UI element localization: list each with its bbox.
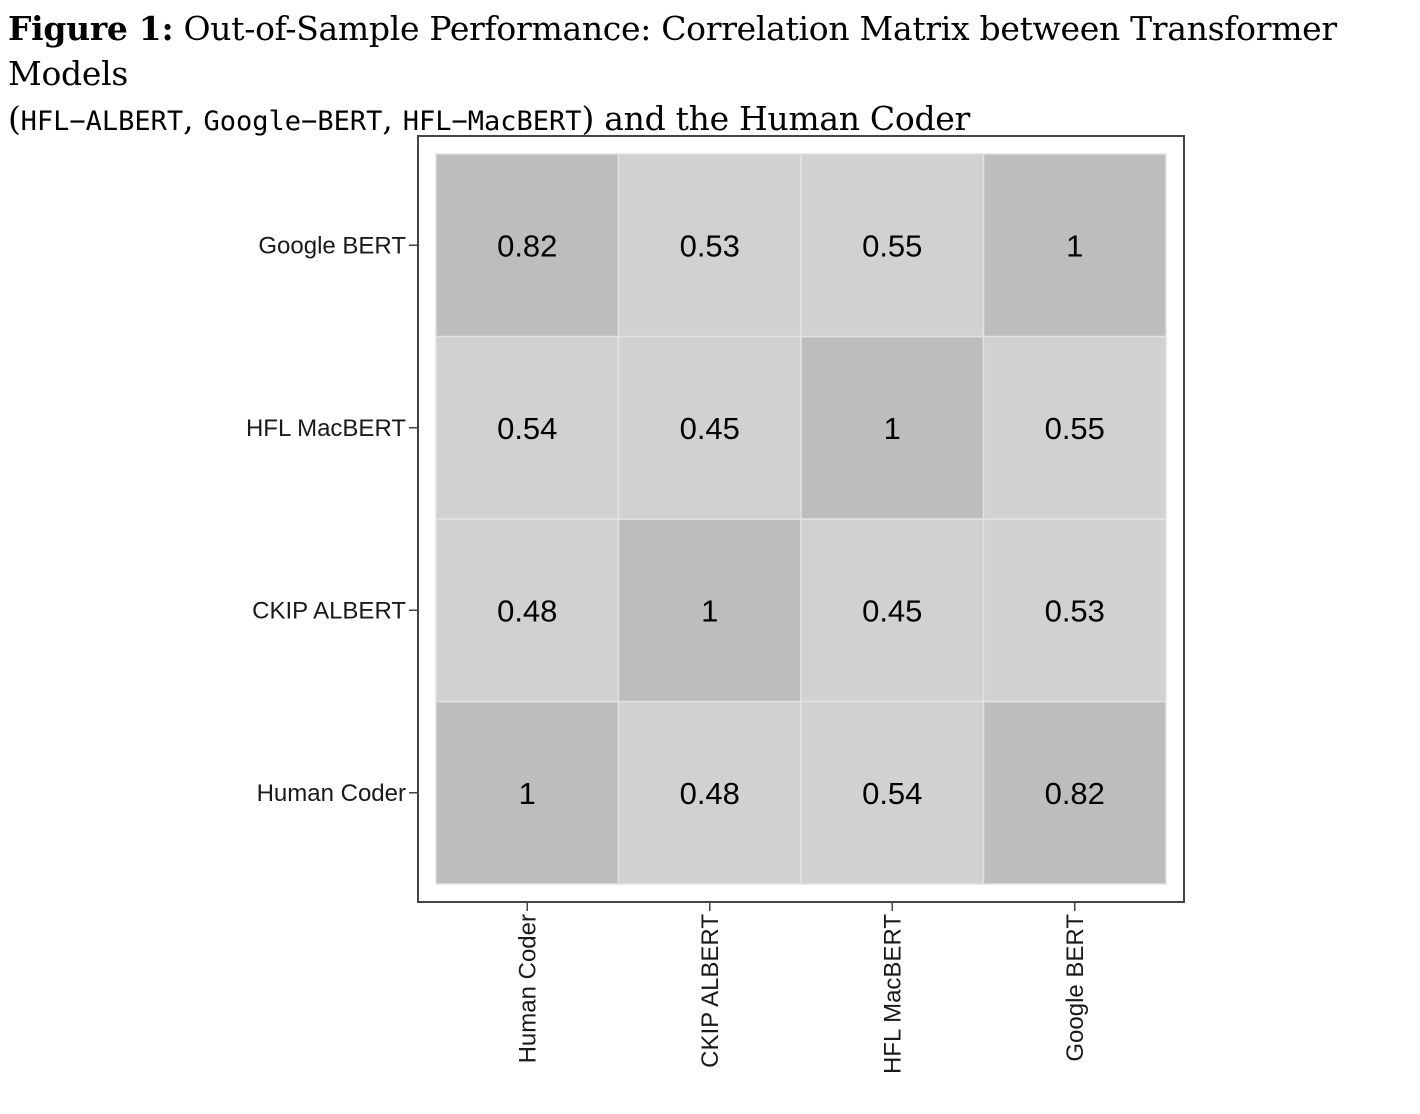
heatmap-cell-ckip-albert-ckip-albert bbox=[617, 518, 802, 703]
cell-value-label-google-bert-google-bert: 1 bbox=[1066, 228, 1083, 263]
heatmap-cell-human-coder-human-coder bbox=[435, 700, 620, 885]
cell-value-label-hfl-macbert-human-coder: 0.54 bbox=[497, 411, 557, 446]
y-tick-label-human-coder: Human Coder bbox=[257, 780, 406, 807]
caption-paren-open: ( bbox=[8, 99, 21, 138]
heatmap-cell-ckip-albert-human-coder bbox=[435, 518, 620, 703]
cell-value-label-human-coder-hfl-macbert: 0.54 bbox=[862, 776, 922, 811]
cell-value-label-google-bert-ckip-albert: 0.53 bbox=[680, 228, 740, 263]
x-axis: Human Coder CKIP ALBERT HFL MacBERT Google … bbox=[514, 902, 1089, 1074]
caption-separator-1: , bbox=[183, 99, 204, 138]
cell-value-label-hfl-macbert-ckip-albert: 0.45 bbox=[680, 411, 740, 446]
cell-value-label-ckip-albert-human-coder: 0.48 bbox=[497, 593, 557, 628]
x-tick-label-ckip-albert: CKIP ALBERT bbox=[697, 914, 724, 1068]
x-tick-label-google-bert: Google BERT bbox=[1062, 914, 1089, 1062]
caption-model-hfl-macbert: HFL−MacBERT bbox=[402, 106, 582, 137]
cell-value-label-human-coder-ckip-albert: 0.48 bbox=[680, 776, 740, 811]
cell-value-label-hfl-macbert-google-bert: 0.55 bbox=[1045, 411, 1105, 446]
heatmap-cells: 1 0.48 0.54 0.82 0.48 1 0.45 0.53 0.54 0.45 1 0.55 0… bbox=[435, 153, 1167, 885]
cell-value-label-hfl-macbert-hfl-macbert: 1 bbox=[884, 411, 901, 446]
caption-model-hfl-albert: HFL−ALBERT bbox=[20, 106, 184, 137]
figure-label: Figure 1: bbox=[8, 9, 174, 48]
cell-value-label-human-coder-google-bert: 0.82 bbox=[1045, 776, 1105, 811]
heatmap-cell-hfl-macbert-google-bert bbox=[982, 335, 1167, 520]
cell-value-label-ckip-albert-hfl-macbert: 0.45 bbox=[862, 593, 922, 628]
heatmap-cell-google-bert-human-coder bbox=[435, 153, 620, 338]
heatmap-cell-ckip-albert-hfl-macbert bbox=[800, 518, 985, 703]
heatmap-cell-ckip-albert-google-bert bbox=[982, 518, 1167, 703]
y-tick-label-google-bert: Google BERT bbox=[258, 232, 406, 259]
y-tick-label-ckip-albert: CKIP ALBERT bbox=[252, 597, 406, 624]
x-tick-label-hfl-macbert: HFL MacBERT bbox=[879, 914, 906, 1074]
heatmap-cell-human-coder-ckip-albert bbox=[617, 700, 802, 885]
heatmap-cell-hfl-macbert-human-coder bbox=[435, 335, 620, 520]
figure-caption: Figure 1: Out-of-Sample Performance: Cor… bbox=[8, 6, 1413, 144]
x-tick-label-human-coder: Human Coder bbox=[514, 914, 541, 1063]
y-axis: Human Coder CKIP ALBERT HFL MacBERT Google … bbox=[246, 232, 418, 807]
caption-text-part2: ) and the Human Coder bbox=[581, 99, 971, 138]
cell-value-label-human-coder-human-coder: 1 bbox=[519, 776, 536, 811]
cell-value-label-ckip-albert-ckip-albert: 1 bbox=[701, 593, 718, 628]
heatmap-cell-human-coder-hfl-macbert bbox=[800, 700, 985, 885]
cell-value-label-google-bert-hfl-macbert: 0.55 bbox=[862, 228, 922, 263]
y-tick-label-hfl-macbert: HFL MacBERT bbox=[246, 415, 406, 442]
caption-text-part1: Out-of-Sample Performance: Correlation M… bbox=[8, 9, 1337, 93]
heatmap-cell-google-bert-google-bert bbox=[982, 153, 1167, 338]
cell-value-label-google-bert-human-coder: 0.82 bbox=[497, 228, 557, 263]
caption-model-google-bert: Google−BERT bbox=[203, 106, 383, 137]
cell-value-label-ckip-albert-google-bert: 0.53 bbox=[1045, 593, 1105, 628]
heatmap-cell-human-coder-google-bert bbox=[982, 700, 1167, 885]
caption-separator-2: , bbox=[382, 99, 403, 138]
heatmap-cell-google-bert-hfl-macbert bbox=[800, 153, 985, 338]
